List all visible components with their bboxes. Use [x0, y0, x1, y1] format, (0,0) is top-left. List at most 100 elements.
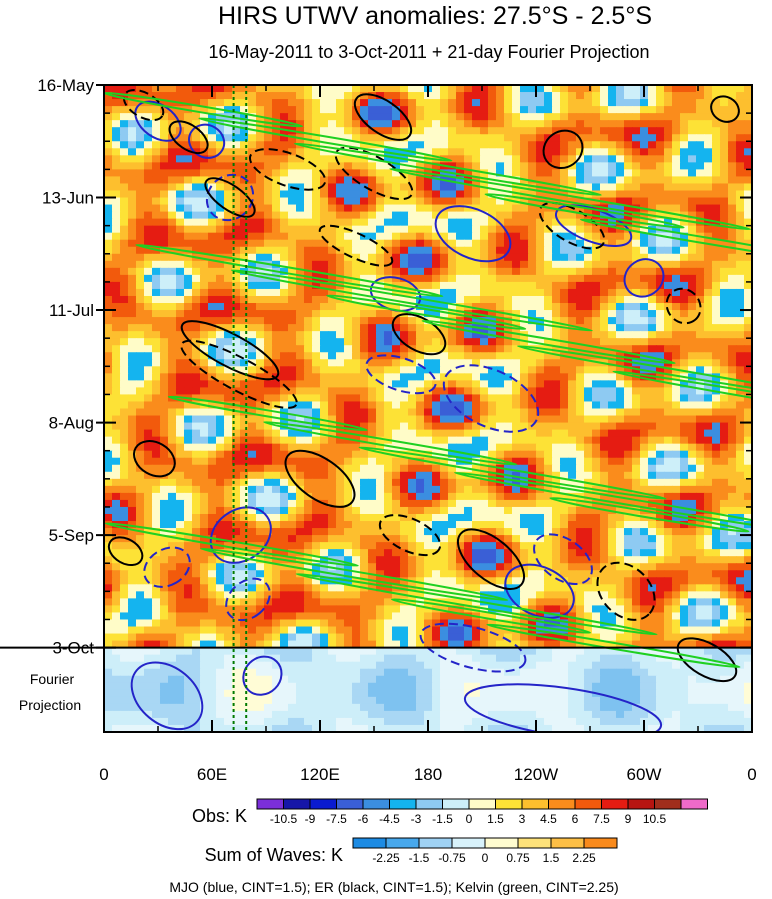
- anomaly-cell: [296, 457, 305, 466]
- anomaly-cell: [456, 513, 465, 522]
- anomaly-cell: [592, 422, 601, 431]
- anomaly-cell: [576, 373, 585, 381]
- anomaly-cell: [384, 317, 393, 325]
- anomaly-cell: [104, 394, 113, 403]
- anomaly-cell: [224, 485, 233, 494]
- anomaly-cell: [672, 120, 681, 128]
- anomaly-cell: [688, 204, 697, 213]
- anomaly-cell: [408, 113, 417, 121]
- anomaly-cell: [576, 401, 585, 410]
- anomaly-cell: [424, 380, 433, 388]
- anomaly-cell: [632, 422, 641, 431]
- anomaly-cell: [560, 492, 569, 501]
- anomaly-cell: [560, 499, 569, 508]
- anomaly-cell: [320, 127, 329, 135]
- anomaly-cell: [536, 436, 545, 445]
- anomaly-cell: [744, 253, 752, 262]
- anomaly-cell: [120, 225, 129, 234]
- anomaly-cell: [440, 183, 449, 192]
- anomaly-cell: [536, 387, 545, 396]
- anomaly-cell: [248, 436, 257, 445]
- anomaly-cell: [344, 183, 353, 192]
- anomaly-cell: [616, 324, 625, 332]
- anomaly-cell: [224, 422, 233, 431]
- anomaly-cell: [744, 260, 752, 269]
- anomaly-cell: [464, 429, 473, 438]
- anomaly-cell: [136, 246, 145, 255]
- anomaly-cell: [264, 148, 273, 156]
- anomaly-cell: [408, 324, 417, 332]
- anomaly-cell: [528, 85, 537, 93]
- anomaly-cell: [672, 225, 681, 234]
- anomaly-cell: [656, 197, 665, 206]
- anomaly-cell: [568, 401, 577, 410]
- anomaly-cell: [192, 366, 201, 374]
- anomaly-cell: [704, 499, 713, 508]
- anomaly-cell: [216, 450, 225, 459]
- anomaly-cell: [624, 106, 633, 114]
- anomaly-cell: [472, 253, 481, 262]
- anomaly-cell: [560, 415, 569, 424]
- anomaly-cell: [480, 478, 489, 487]
- anomaly-cell: [328, 443, 337, 452]
- anomaly-cell: [312, 408, 321, 417]
- anomaly-cell: [624, 394, 633, 403]
- anomaly-cell: [488, 197, 497, 206]
- anomaly-cell: [600, 225, 609, 234]
- anomaly-cell: [400, 464, 409, 473]
- anomaly-cell: [112, 176, 121, 185]
- anomaly-cell: [552, 141, 561, 149]
- anomaly-cell: [336, 162, 345, 170]
- anomaly-cell: [512, 113, 521, 121]
- anomaly-cell: [208, 211, 217, 220]
- anomaly-cell: [632, 120, 641, 128]
- anomaly-cell: [496, 387, 505, 396]
- anomaly-cell: [256, 324, 265, 332]
- anomaly-cell: [320, 408, 329, 417]
- anomaly-cell: [200, 92, 209, 100]
- anomaly-cell: [552, 134, 561, 142]
- anomaly-cell: [664, 239, 673, 248]
- anomaly-cell: [152, 211, 161, 220]
- anomaly-cell: [192, 281, 201, 290]
- anomaly-cell: [680, 478, 689, 487]
- anomaly-cell: [640, 197, 649, 206]
- anomaly-cell: [448, 422, 457, 431]
- anomaly-cell: [408, 408, 417, 417]
- anomaly-cell: [416, 141, 425, 149]
- anomaly-cell: [232, 436, 241, 445]
- anomaly-cell: [200, 260, 209, 269]
- anomaly-cell: [360, 169, 369, 178]
- anomaly-cell: [328, 499, 337, 508]
- anomaly-cell: [288, 492, 297, 501]
- anomaly-cell: [104, 380, 113, 388]
- anomaly-cell: [360, 471, 369, 480]
- anomaly-cell: [688, 169, 697, 178]
- anomaly-cell: [568, 443, 577, 452]
- anomaly-cell: [656, 134, 665, 142]
- anomaly-cell: [504, 317, 513, 325]
- anomaly-cell: [160, 127, 169, 135]
- anomaly-cell: [488, 443, 497, 452]
- anomaly-cell: [312, 134, 321, 142]
- anomaly-cell: [480, 303, 489, 311]
- anomaly-cell: [520, 267, 529, 276]
- anomaly-cell: [720, 260, 729, 269]
- anomaly-cell: [560, 141, 569, 149]
- anomaly-cell: [192, 134, 201, 142]
- anomaly-cell: [704, 310, 713, 318]
- anomaly-cell: [672, 401, 681, 410]
- anomaly-cell: [592, 148, 601, 156]
- anomaly-cell: [544, 239, 553, 248]
- anomaly-cell: [736, 359, 745, 367]
- anomaly-cell: [584, 260, 593, 269]
- anomaly-cell: [360, 303, 369, 311]
- anomaly-cell: [744, 464, 752, 473]
- anomaly-cell: [504, 513, 513, 522]
- anomaly-cell: [136, 211, 145, 220]
- anomaly-cell: [624, 310, 633, 318]
- anomaly-cell: [488, 92, 497, 100]
- anomaly-cell: [360, 92, 369, 100]
- anomaly-cell: [240, 85, 249, 93]
- anomaly-cell: [160, 457, 169, 466]
